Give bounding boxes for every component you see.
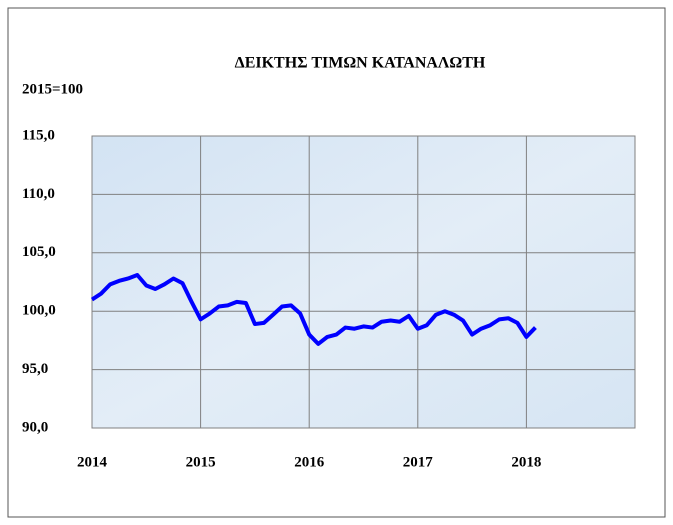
x-tick-label: 2014 (77, 454, 108, 470)
x-tick-label: 2015 (186, 454, 216, 470)
plot-area (92, 136, 635, 428)
chart-title: ΔΕΙΚΤΗΣ ΤΙΜΩΝ ΚΑΤΑΝΑΛΩΤΗ (235, 55, 486, 72)
y-tick-label: 95,0 (22, 361, 48, 377)
x-tick-label: 2017 (403, 454, 434, 470)
x-tick-label: 2018 (511, 454, 541, 470)
data-line (90, 272, 537, 346)
y-tick-label: 90,0 (22, 419, 48, 435)
y-tick-label: 105,0 (22, 244, 56, 260)
y-tick-label: 115,0 (22, 127, 55, 143)
chart-subtitle: 2015=100 (22, 81, 83, 97)
y-tick-label: 100,0 (22, 303, 56, 319)
plot-frame (91, 135, 636, 429)
y-tick-label: 110,0 (22, 186, 55, 202)
x-tick-label: 2016 (294, 454, 325, 470)
